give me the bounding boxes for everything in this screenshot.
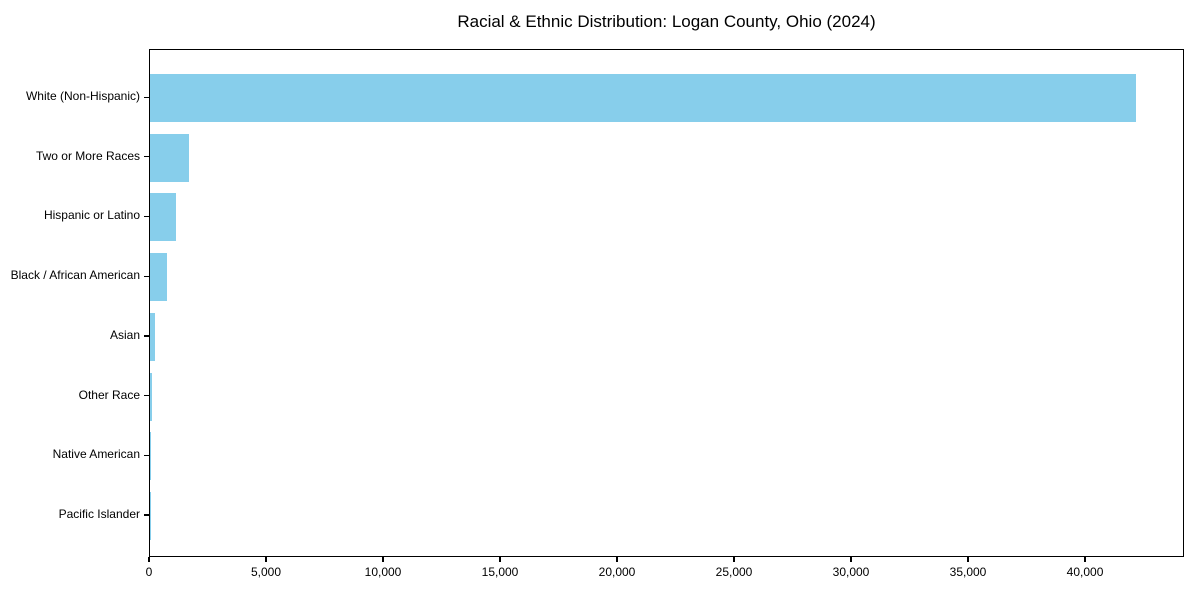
x-tick-mark (850, 557, 852, 562)
bar-white-non-hispanic (150, 74, 1137, 122)
x-tick-label: 35,000 (949, 565, 987, 579)
y-tick-mark (144, 156, 149, 158)
plot-area (149, 49, 1184, 557)
x-tick-mark (1084, 557, 1086, 562)
bar-other-race (150, 372, 153, 421)
x-tick-mark (733, 557, 735, 562)
y-tick-mark (144, 275, 149, 277)
bar-asian (150, 312, 156, 361)
y-tick-mark (144, 514, 149, 516)
y-tick-label: Other Race (78, 387, 140, 402)
y-tick-label: Black / African American (10, 268, 140, 283)
x-tick-label: 0 (145, 565, 153, 579)
x-tick-label: 5,000 (250, 565, 282, 579)
chart-title: Racial & Ethnic Distribution: Logan Coun… (457, 12, 876, 31)
x-tick-label: 20,000 (598, 565, 636, 579)
y-tick-label: White (Non-Hispanic) (25, 89, 140, 103)
x-tick-mark (616, 557, 618, 562)
y-tick-label: Native American (52, 447, 140, 462)
y-tick-label: Pacific Islander (58, 506, 140, 521)
x-tick-label: 40,000 (1066, 565, 1104, 579)
y-tick-mark (144, 395, 149, 397)
y-tick-label: Asian (109, 327, 140, 342)
y-tick-mark (144, 215, 149, 218)
x-tick-label: 15,000 (481, 565, 519, 579)
x-tick-mark (499, 557, 501, 562)
y-tick-label: Hispanic or Latino (43, 208, 140, 223)
y-tick-mark (144, 96, 149, 98)
x-tick-mark (967, 557, 969, 562)
x-tick-mark (148, 557, 150, 562)
x-tick-mark (265, 557, 267, 562)
x-tick-label: 30,000 (832, 565, 870, 579)
y-tick-label: Two or More Races (35, 148, 140, 163)
bar-hispanic-or-latino (150, 193, 176, 242)
bar-two-or-more-races (150, 133, 190, 182)
y-tick-mark (144, 454, 149, 456)
x-tick-label: 25,000 (715, 565, 753, 579)
y-tick-mark (144, 335, 149, 337)
x-tick-mark (382, 557, 384, 562)
bar-black-african-american (150, 253, 167, 302)
x-tick-label: 10,000 (364, 565, 402, 579)
bar-native-american (150, 432, 151, 481)
